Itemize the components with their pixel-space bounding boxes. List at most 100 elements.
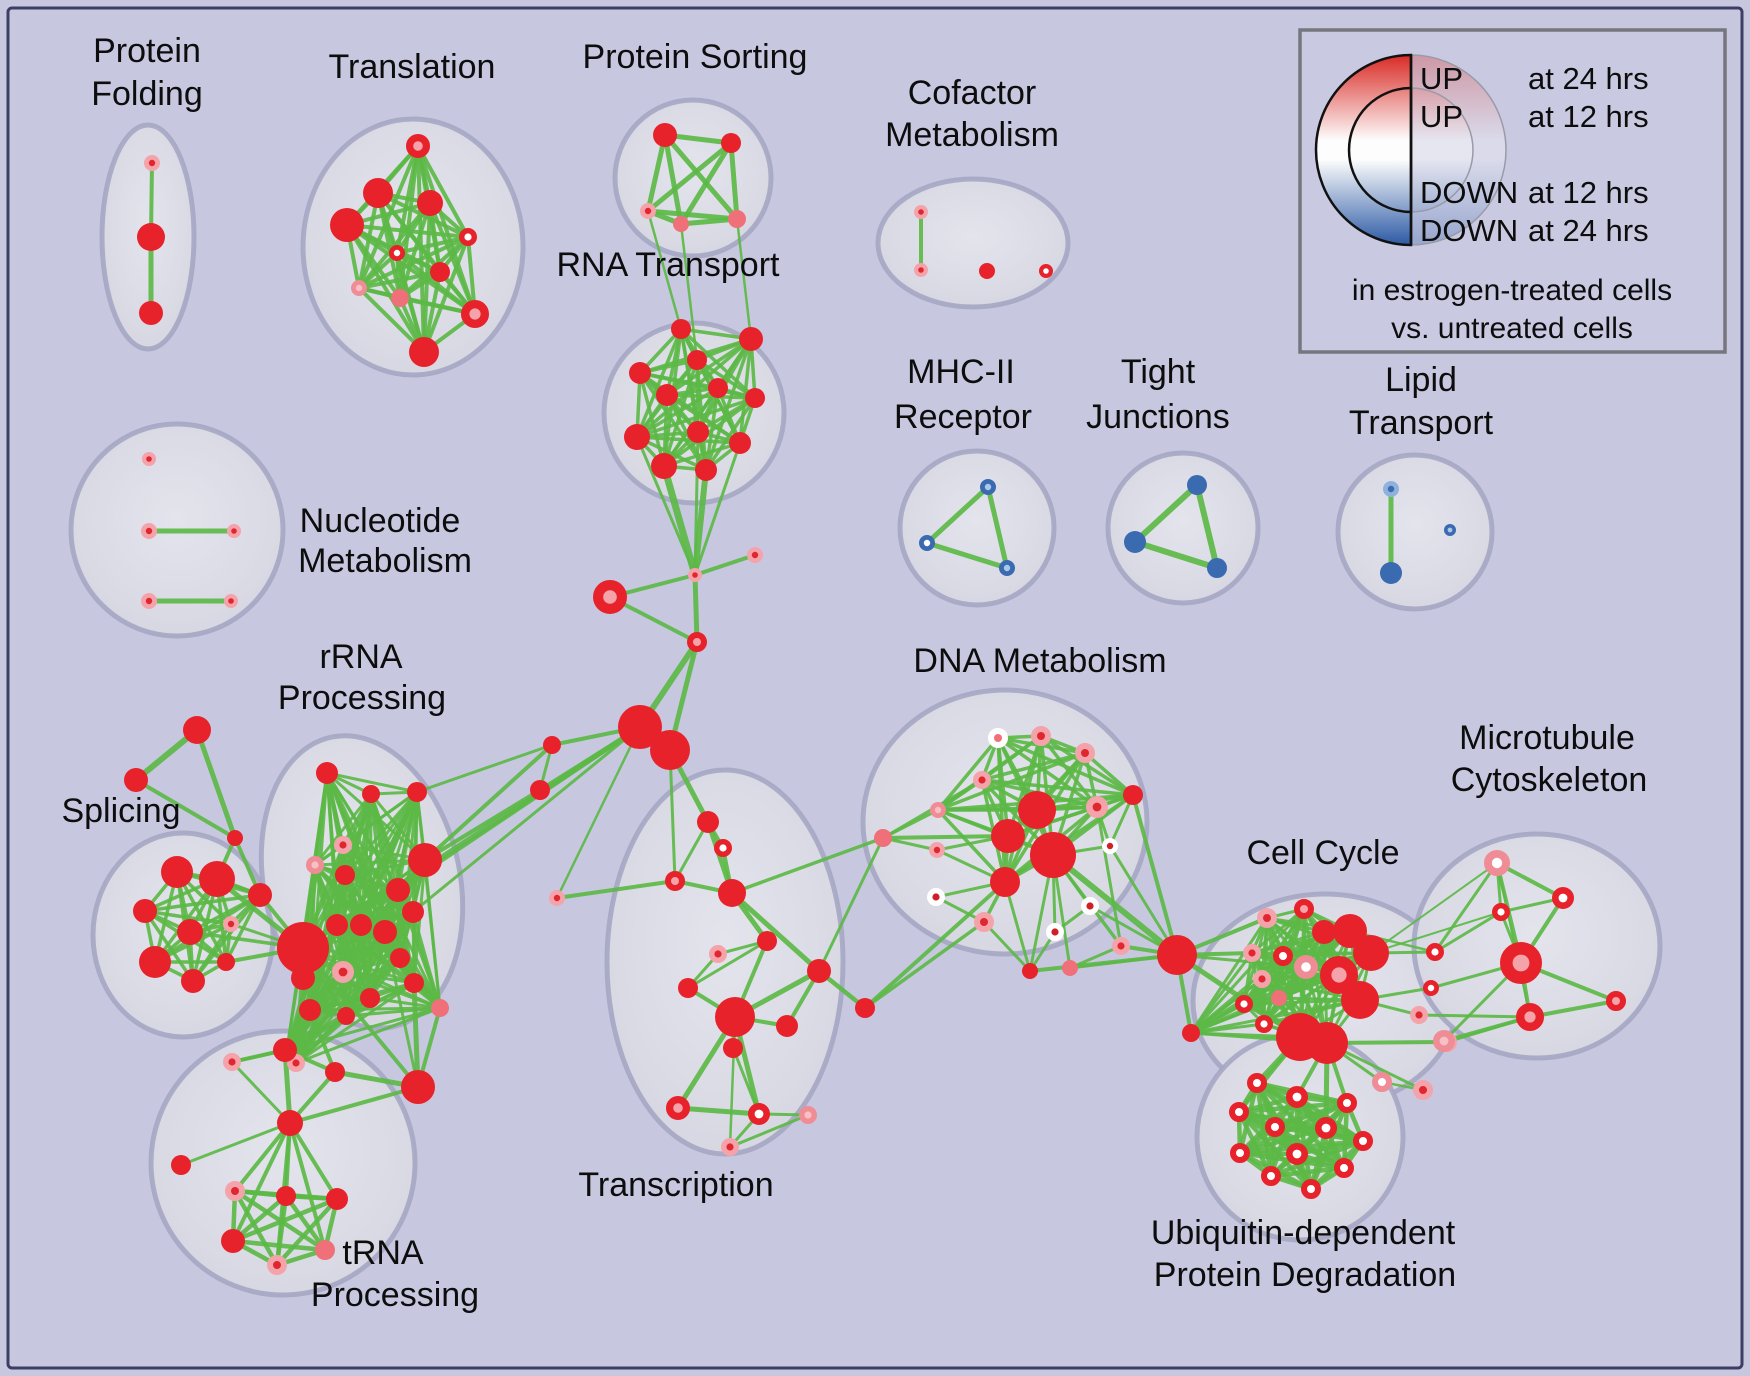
- node-s8[interactable]: [217, 953, 235, 971]
- node-nm2[interactable]: [140, 523, 157, 540]
- node-cc22[interactable]: [1409, 1006, 1428, 1025]
- node-u9[interactable]: [1230, 1143, 1250, 1163]
- node-u4[interactable]: [1265, 1117, 1285, 1137]
- node-rt7[interactable]: [745, 388, 765, 408]
- node-dm9[interactable]: [991, 819, 1025, 853]
- node-u3[interactable]: [1229, 1102, 1249, 1122]
- node-s3[interactable]: [133, 899, 157, 923]
- node-tr6[interactable]: [757, 931, 777, 951]
- node-r11[interactable]: [373, 920, 397, 944]
- node-dm5[interactable]: [930, 802, 947, 819]
- node-cc21[interactable]: [1423, 980, 1440, 997]
- node-tr13[interactable]: [665, 1095, 690, 1120]
- node-tr4[interactable]: [549, 890, 566, 907]
- node-ps2[interactable]: [721, 133, 741, 153]
- node-cc4[interactable]: [1333, 914, 1367, 948]
- node-u7[interactable]: [1353, 1131, 1373, 1151]
- node-t8[interactable]: [350, 279, 367, 296]
- node-dm6[interactable]: [1086, 795, 1109, 818]
- node-u2[interactable]: [1286, 1086, 1309, 1109]
- node-rt10[interactable]: [729, 432, 751, 454]
- node-ps5[interactable]: [728, 210, 746, 228]
- node-n1[interactable]: [222, 1052, 241, 1071]
- node-mt5[interactable]: [1500, 941, 1543, 984]
- node-tr11[interactable]: [776, 1015, 798, 1037]
- node-n3[interactable]: [325, 1062, 345, 1082]
- node-u11[interactable]: [1261, 1166, 1281, 1186]
- node-r4[interactable]: [334, 836, 353, 855]
- node-cc8[interactable]: [1293, 954, 1318, 979]
- node-mt8[interactable]: [1433, 1030, 1456, 1053]
- node-x3[interactable]: [227, 830, 243, 846]
- node-dm13[interactable]: [929, 842, 946, 859]
- node-t7[interactable]: [430, 262, 450, 282]
- node-dmA[interactable]: [874, 829, 892, 847]
- node-u1[interactable]: [1247, 1073, 1267, 1093]
- node-s6[interactable]: [181, 969, 205, 993]
- node-dm7[interactable]: [1123, 785, 1143, 805]
- node-u8[interactable]: [1286, 1143, 1309, 1166]
- node-r22[interactable]: [287, 1053, 306, 1072]
- node-cc19[interactable]: [1413, 1080, 1433, 1100]
- node-dm4[interactable]: [973, 771, 992, 790]
- node-rt3[interactable]: [629, 362, 651, 384]
- node-t6[interactable]: [388, 244, 405, 261]
- node-dm2[interactable]: [1031, 726, 1051, 746]
- node-c3[interactable]: [592, 579, 627, 614]
- node-cc3[interactable]: [1312, 920, 1336, 944]
- node-tj1[interactable]: [1187, 475, 1207, 495]
- node-s9[interactable]: [248, 883, 272, 907]
- node-r14[interactable]: [331, 960, 354, 983]
- node-tr9[interactable]: [807, 959, 831, 983]
- node-r2[interactable]: [362, 785, 380, 803]
- node-rt11[interactable]: [651, 453, 677, 479]
- node-tr15[interactable]: [799, 1105, 818, 1124]
- node-n4[interactable]: [401, 1070, 435, 1104]
- node-nm1[interactable]: [142, 452, 157, 467]
- node-tj2[interactable]: [1124, 531, 1146, 553]
- node-rt8[interactable]: [624, 424, 650, 450]
- node-dmB[interactable]: [855, 998, 875, 1018]
- node-rt1[interactable]: [671, 319, 691, 339]
- node-rt12[interactable]: [695, 459, 717, 481]
- node-r8[interactable]: [408, 843, 442, 877]
- node-rt9[interactable]: [687, 421, 709, 443]
- node-r12[interactable]: [402, 901, 424, 923]
- node-tr8[interactable]: [678, 978, 698, 998]
- node-mt2[interactable]: [1552, 886, 1575, 909]
- node-tr16[interactable]: [721, 1137, 740, 1156]
- node-c1[interactable]: [687, 567, 702, 582]
- node-h2[interactable]: [650, 730, 690, 770]
- node-cf2[interactable]: [913, 263, 928, 278]
- node-dm12[interactable]: [1102, 838, 1119, 855]
- node-cf1[interactable]: [913, 205, 928, 220]
- node-mt1[interactable]: [1484, 850, 1511, 877]
- node-rt6[interactable]: [656, 384, 678, 406]
- node-cc12[interactable]: [1271, 990, 1287, 1006]
- node-r7[interactable]: [386, 878, 410, 902]
- node-t4[interactable]: [330, 208, 364, 242]
- node-u6[interactable]: [1337, 1093, 1357, 1113]
- node-nm3[interactable]: [227, 523, 242, 538]
- node-cf4[interactable]: [1038, 264, 1053, 279]
- node-cc9[interactable]: [1319, 956, 1358, 995]
- node-pf2[interactable]: [137, 223, 165, 251]
- node-nm4[interactable]: [140, 593, 157, 610]
- node-c6[interactable]: [530, 780, 550, 800]
- node-dm1[interactable]: [988, 728, 1008, 748]
- node-lt2[interactable]: [1380, 562, 1402, 584]
- node-r16[interactable]: [404, 973, 424, 993]
- node-n7[interactable]: [225, 1181, 245, 1201]
- node-t11[interactable]: [409, 337, 439, 367]
- node-t3[interactable]: [417, 190, 443, 216]
- node-n9[interactable]: [326, 1188, 348, 1210]
- node-cc18[interactable]: [1372, 1072, 1392, 1092]
- node-cc1[interactable]: [1257, 908, 1277, 928]
- node-s4[interactable]: [177, 919, 203, 945]
- node-t5[interactable]: [459, 227, 478, 246]
- node-c5[interactable]: [543, 736, 561, 754]
- node-dm20[interactable]: [1062, 960, 1078, 976]
- node-u5[interactable]: [1315, 1117, 1338, 1140]
- node-rt4[interactable]: [687, 350, 707, 370]
- node-mt6[interactable]: [1515, 1003, 1544, 1032]
